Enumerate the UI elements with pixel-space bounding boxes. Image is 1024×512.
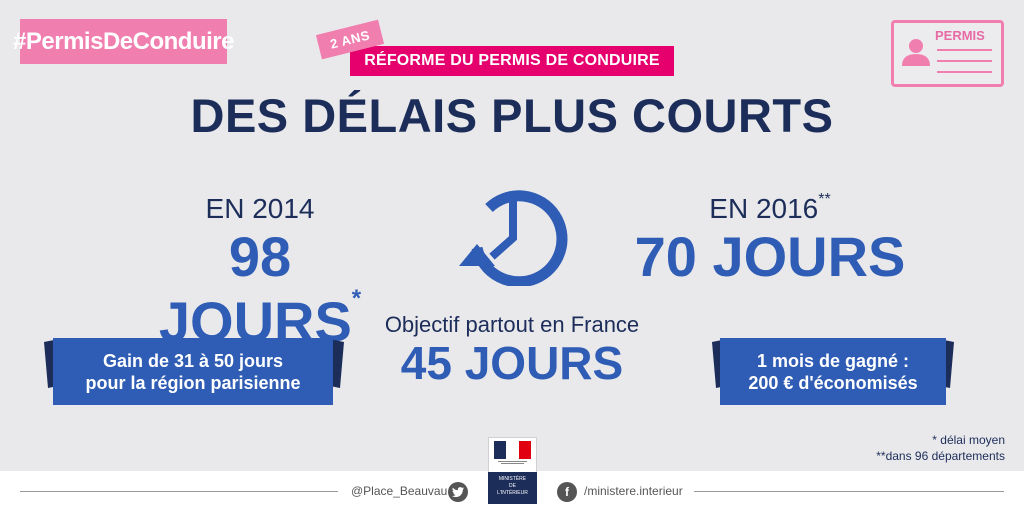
- left-footnote-mark: *: [351, 285, 362, 312]
- permis-card-label: PERMIS: [935, 28, 985, 43]
- republic-flag-icon: [494, 441, 531, 464]
- ministry-name-block: MINISTÈRE DE L'INTÉRIEUR: [488, 472, 537, 504]
- right-year-text: EN 2016: [709, 193, 819, 224]
- left-days-text: 98 JOURS: [158, 225, 352, 353]
- footer-divider-left: [20, 491, 338, 492]
- permis-card-line: [937, 60, 992, 62]
- hashtag-label: #PermisDeConduire: [13, 19, 234, 64]
- left-ribbon-line2: pour la région parisienne: [85, 372, 301, 393]
- ministry-name-line2: DE: [509, 483, 516, 489]
- person-icon: [902, 39, 930, 66]
- footnote-average: * délai moyen: [932, 433, 1005, 447]
- objective-label: Objectif partout en France: [384, 312, 640, 337]
- right-ribbon: 1 mois de gagné : 200 € d'économisés: [720, 338, 946, 405]
- clock-rewind-icon: [459, 190, 568, 286]
- objective-days-value: 45 JOURS: [400, 337, 624, 389]
- right-footnote-mark: **: [818, 191, 831, 208]
- right-year-label: EN 2016**: [650, 191, 890, 225]
- facebook-icon[interactable]: f: [557, 482, 577, 502]
- facebook-page-link[interactable]: /ministere.interieur: [584, 484, 683, 498]
- ministry-name-line3: L'INTÉRIEUR: [497, 490, 528, 496]
- right-days-value: 70 JOURS: [634, 225, 906, 288]
- twitter-icon[interactable]: [448, 482, 468, 502]
- permis-card-line: [937, 49, 992, 51]
- facebook-f-glyph: f: [565, 485, 569, 499]
- right-ribbon-line2: 200 € d'économisés: [748, 372, 918, 393]
- main-title: DES DÉLAIS PLUS COURTS: [190, 89, 834, 142]
- permis-card-icon: [891, 20, 1004, 87]
- footer-divider-right: [694, 491, 1004, 492]
- footnote-departments: **dans 96 départements: [876, 449, 1005, 463]
- twitter-bird-icon: [452, 487, 464, 497]
- left-days-value: 98 JOURS*: [120, 224, 400, 354]
- reform-banner: RÉFORME DU PERMIS DE CONDUIRE: [350, 46, 674, 76]
- permis-card-line: [937, 71, 992, 73]
- right-ribbon-line1: 1 mois de gagné :: [756, 350, 910, 371]
- left-ribbon: Gain de 31 à 50 jours pour la région par…: [53, 338, 333, 405]
- twitter-handle-link[interactable]: @Place_Beauvau: [351, 484, 448, 498]
- left-ribbon-line1: Gain de 31 à 50 jours: [102, 350, 284, 371]
- left-year-label: EN 2014: [205, 193, 315, 224]
- ministry-name-line1: MINISTÈRE: [498, 476, 527, 482]
